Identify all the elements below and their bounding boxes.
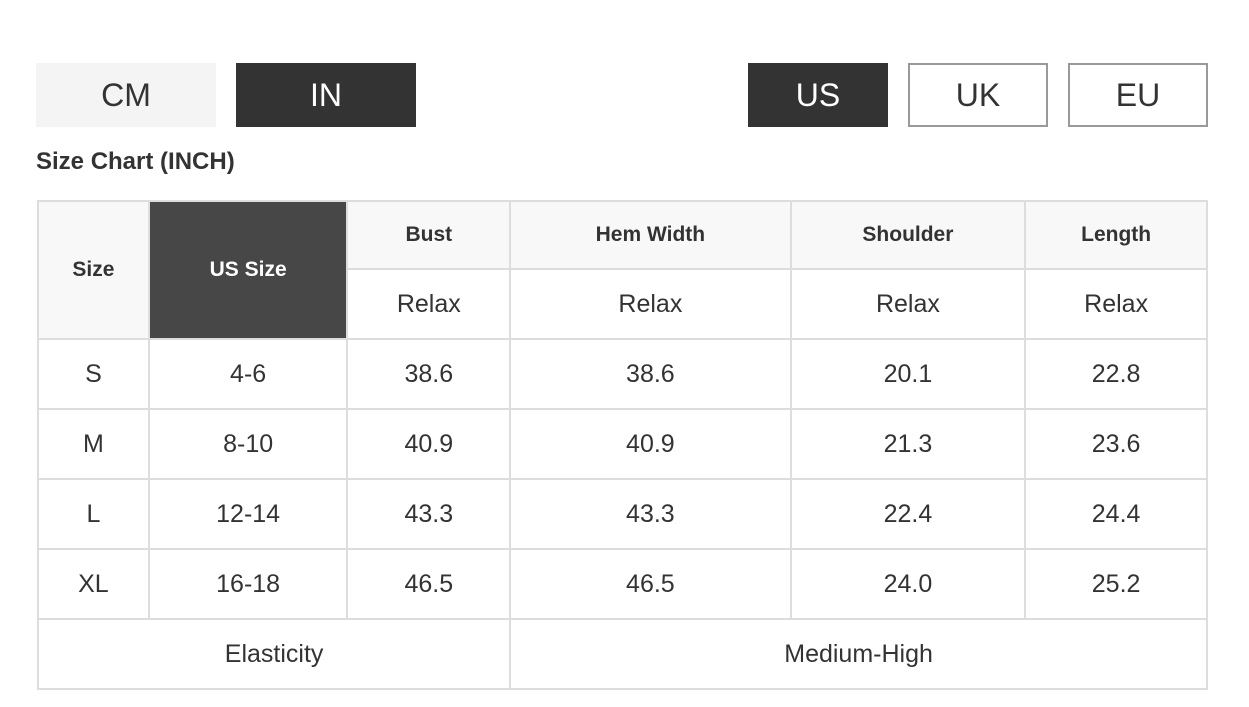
cell-bust: 38.6 [346,338,512,410]
fit-shoulder: Relax [789,268,1027,340]
cell-hem-width: 43.3 [509,478,792,550]
fit-length: Relax [1024,268,1208,340]
uk-button[interactable]: UK [908,63,1048,127]
table-row: S 4-6 38.6 38.6 20.1 22.8 [37,338,1208,410]
cell-us-size: 12-14 [147,478,349,550]
cell-shoulder: 24.0 [789,548,1027,620]
cell-length: 23.6 [1024,408,1208,480]
cm-button[interactable]: CM [36,63,216,127]
elasticity-label: Elasticity [36,618,512,690]
cell-shoulder: 20.1 [789,338,1027,410]
header-length: Length [1024,200,1208,270]
header-size: Size [37,200,150,340]
page-title: Size Chart (INCH) [36,148,235,175]
in-button[interactable]: IN [236,63,416,127]
header-bust: Bust [346,200,512,270]
cell-us-size: 4-6 [147,338,349,410]
cell-length: 24.4 [1024,478,1208,550]
elasticity-value: Medium-High [509,618,1208,690]
cell-size: L [37,478,150,550]
cell-shoulder: 22.4 [789,478,1027,550]
cell-us-size: 8-10 [147,408,349,480]
table-row: L 12-14 43.3 43.3 22.4 24.4 [37,478,1208,550]
cell-length: 25.2 [1024,548,1208,620]
eu-button[interactable]: EU [1068,63,1208,127]
cell-bust: 43.3 [346,478,512,550]
table-row: XL 16-18 46.5 46.5 24.0 25.2 [37,548,1208,620]
header-hem-width: Hem Width [509,200,792,270]
cell-size: S [37,338,150,410]
cell-size: XL [37,548,150,620]
cell-length: 22.8 [1024,338,1208,410]
fit-bust: Relax [346,268,512,340]
fit-hem-width: Relax [509,268,792,340]
us-button[interactable]: US [748,63,888,127]
cell-bust: 46.5 [346,548,512,620]
cell-shoulder: 21.3 [789,408,1027,480]
size-chart-table: Size US Size Bust Hem Width Shoulder Len… [36,200,1208,690]
cell-hem-width: 38.6 [509,338,792,410]
header-shoulder: Shoulder [789,200,1027,270]
header-us-size: US Size [147,200,349,340]
cell-size: M [37,408,150,480]
cell-hem-width: 40.9 [509,408,792,480]
cell-us-size: 16-18 [147,548,349,620]
cell-hem-width: 46.5 [509,548,792,620]
cell-bust: 40.9 [346,408,512,480]
table-row: M 8-10 40.9 40.9 21.3 23.6 [37,408,1208,480]
